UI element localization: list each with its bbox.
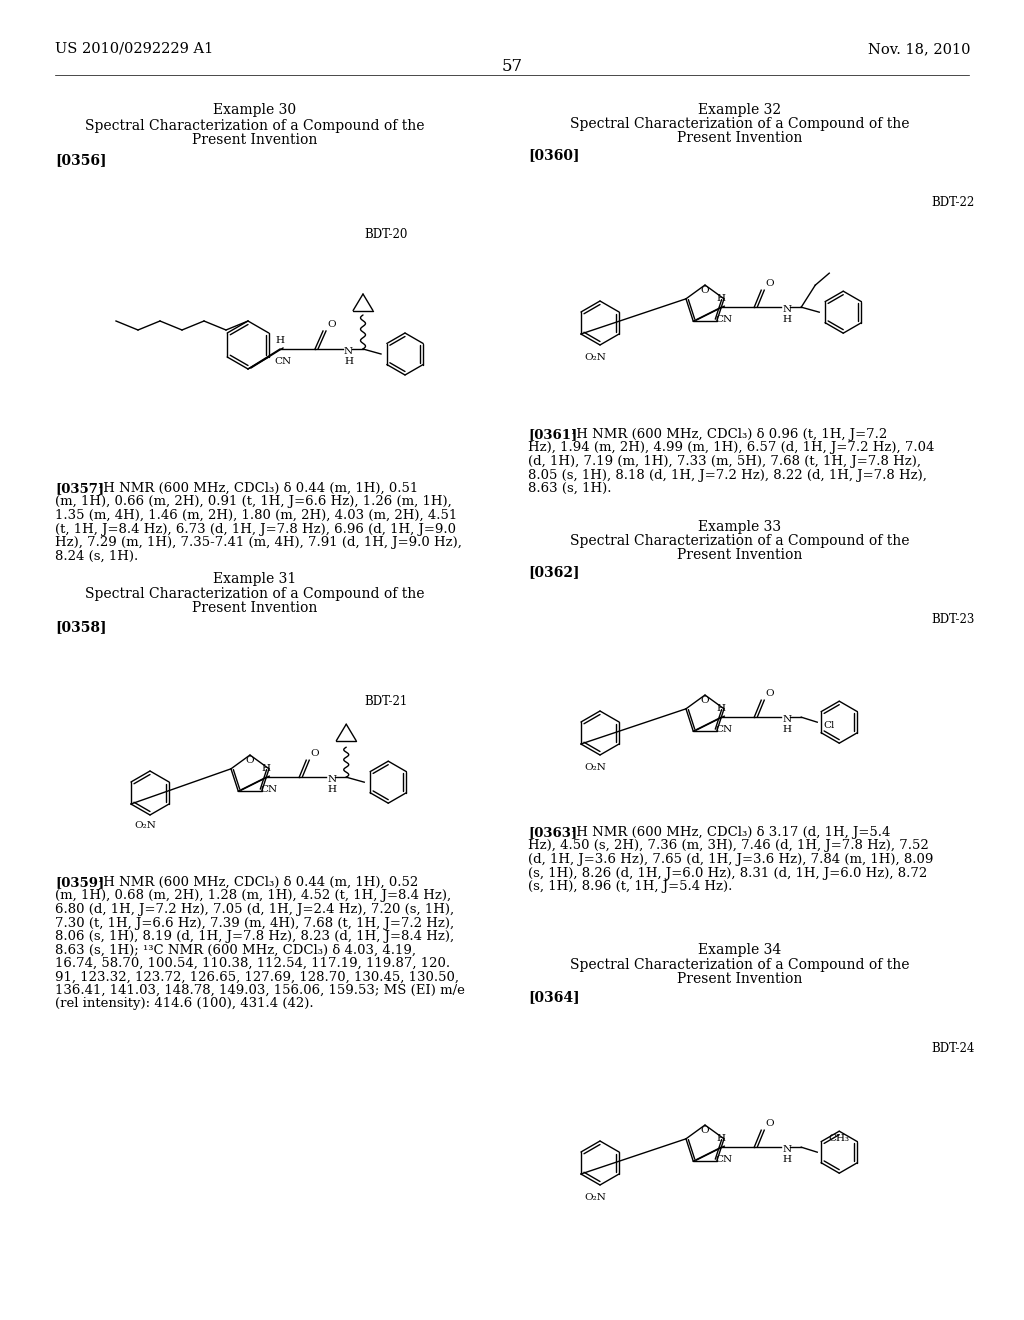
Text: Example 32: Example 32 (698, 103, 781, 117)
Text: N: N (782, 305, 792, 314)
Text: N: N (782, 1146, 792, 1154)
Text: ¹H NMR (600 MHz, CDCl₃) δ 3.17 (d, 1H, J=5.4: ¹H NMR (600 MHz, CDCl₃) δ 3.17 (d, 1H, J… (571, 826, 891, 840)
Text: O: O (327, 319, 336, 329)
Text: O: O (700, 286, 710, 294)
Text: 6.80 (d, 1H, J=7.2 Hz), 7.05 (d, 1H, J=2.4 Hz), 7.20 (s, 1H),: 6.80 (d, 1H, J=7.2 Hz), 7.05 (d, 1H, J=2… (55, 903, 454, 916)
Text: Hz), 1.94 (m, 2H), 4.99 (m, 1H), 6.57 (d, 1H, J=7.2 Hz), 7.04: Hz), 1.94 (m, 2H), 4.99 (m, 1H), 6.57 (d… (528, 441, 934, 454)
Text: H: H (782, 725, 792, 734)
Text: H: H (782, 1155, 792, 1164)
Text: BDT-23: BDT-23 (932, 612, 975, 626)
Text: Spectral Characterization of a Compound of the: Spectral Characterization of a Compound … (85, 119, 425, 133)
Text: 8.05 (s, 1H), 8.18 (d, 1H, J=7.2 Hz), 8.22 (d, 1H, J=7.8 Hz),: 8.05 (s, 1H), 8.18 (d, 1H, J=7.2 Hz), 8.… (528, 469, 927, 482)
Text: 8.06 (s, 1H), 8.19 (d, 1H, J=7.8 Hz), 8.23 (d, 1H, J=8.4 Hz),: 8.06 (s, 1H), 8.19 (d, 1H, J=7.8 Hz), 8.… (55, 931, 454, 942)
Text: ¹H NMR (600 MHz, CDCl₃) δ 0.96 (t, 1H, J=7.2: ¹H NMR (600 MHz, CDCl₃) δ 0.96 (t, 1H, J… (571, 428, 887, 441)
Text: CN: CN (274, 356, 292, 366)
Text: O₂N: O₂N (584, 1193, 606, 1203)
Text: BDT-24: BDT-24 (932, 1041, 975, 1055)
Text: 91, 123.32, 123.72, 126.65, 127.69, 128.70, 130.45, 130.50,: 91, 123.32, 123.72, 126.65, 127.69, 128.… (55, 970, 459, 983)
Text: Present Invention: Present Invention (193, 133, 317, 147)
Text: Example 31: Example 31 (213, 572, 297, 586)
Text: BDT-20: BDT-20 (365, 228, 408, 242)
Text: H: H (275, 337, 285, 345)
Text: H: H (717, 294, 726, 304)
Text: Present Invention: Present Invention (677, 972, 803, 986)
Text: Spectral Characterization of a Compound of the: Spectral Characterization of a Compound … (570, 535, 909, 548)
Text: O₂N: O₂N (134, 821, 156, 830)
Text: Nov. 18, 2010: Nov. 18, 2010 (867, 42, 970, 55)
Text: Hz), 7.29 (m, 1H), 7.35-7.41 (m, 4H), 7.91 (d, 1H, J=9.0 Hz),: Hz), 7.29 (m, 1H), 7.35-7.41 (m, 4H), 7.… (55, 536, 462, 549)
Text: H: H (262, 764, 270, 774)
Text: O: O (765, 1119, 774, 1129)
Text: Spectral Characterization of a Compound of the: Spectral Characterization of a Compound … (85, 587, 425, 601)
Text: (d, 1H, J=3.6 Hz), 7.65 (d, 1H, J=3.6 Hz), 7.84 (m, 1H), 8.09: (d, 1H, J=3.6 Hz), 7.65 (d, 1H, J=3.6 Hz… (528, 853, 933, 866)
Text: Present Invention: Present Invention (677, 131, 803, 145)
Text: 7.30 (t, 1H, J=6.6 Hz), 7.39 (m, 4H), 7.68 (t, 1H, J=7.2 Hz),: 7.30 (t, 1H, J=6.6 Hz), 7.39 (m, 4H), 7.… (55, 916, 454, 929)
Text: (rel intensity): 414.6 (100), 431.4 (42).: (rel intensity): 414.6 (100), 431.4 (42)… (55, 998, 313, 1011)
Text: Cl: Cl (823, 721, 835, 730)
Text: [0357]: [0357] (55, 482, 104, 495)
Text: H: H (717, 704, 726, 713)
Text: CN: CN (716, 725, 733, 734)
Text: BDT-22: BDT-22 (932, 195, 975, 209)
Text: [0359]: [0359] (55, 876, 104, 888)
Text: [0363]: [0363] (528, 826, 578, 840)
Text: [0361]: [0361] (528, 428, 578, 441)
Text: O₂N: O₂N (584, 352, 606, 362)
Text: (m, 1H), 0.68 (m, 2H), 1.28 (m, 1H), 4.52 (t, 1H, J=8.4 Hz),: (m, 1H), 0.68 (m, 2H), 1.28 (m, 1H), 4.5… (55, 890, 452, 903)
Text: US 2010/0292229 A1: US 2010/0292229 A1 (55, 42, 213, 55)
Text: (m, 1H), 0.66 (m, 2H), 0.91 (t, 1H, J=6.6 Hz), 1.26 (m, 1H),: (m, 1H), 0.66 (m, 2H), 0.91 (t, 1H, J=6.… (55, 495, 452, 508)
Text: (s, 1H), 8.96 (t, 1H, J=5.4 Hz).: (s, 1H), 8.96 (t, 1H, J=5.4 Hz). (528, 880, 732, 894)
Text: Present Invention: Present Invention (193, 601, 317, 615)
Text: 1.35 (m, 4H), 1.46 (m, 2H), 1.80 (m, 2H), 4.03 (m, 2H), 4.51: 1.35 (m, 4H), 1.46 (m, 2H), 1.80 (m, 2H)… (55, 510, 458, 521)
Text: N: N (328, 775, 336, 784)
Text: Spectral Characterization of a Compound of the: Spectral Characterization of a Compound … (570, 958, 909, 972)
Text: N: N (344, 347, 353, 356)
Text: Hz), 4.50 (s, 2H), 7.36 (m, 3H), 7.46 (d, 1H, J=7.8 Hz), 7.52: Hz), 4.50 (s, 2H), 7.36 (m, 3H), 7.46 (d… (528, 840, 929, 853)
Text: BDT-21: BDT-21 (365, 696, 408, 708)
Text: Present Invention: Present Invention (677, 548, 803, 562)
Text: H: H (328, 785, 336, 795)
Text: O: O (246, 756, 254, 766)
Text: ¹H NMR (600 MHz, CDCl₃) δ 0.44 (m, 1H), 0.52: ¹H NMR (600 MHz, CDCl₃) δ 0.44 (m, 1H), … (98, 876, 418, 888)
Text: Spectral Characterization of a Compound of the: Spectral Characterization of a Compound … (570, 117, 909, 131)
Text: Example 30: Example 30 (213, 103, 297, 117)
Text: [0356]: [0356] (55, 153, 106, 168)
Text: (s, 1H), 8.26 (d, 1H, J=6.0 Hz), 8.31 (d, 1H, J=6.0 Hz), 8.72: (s, 1H), 8.26 (d, 1H, J=6.0 Hz), 8.31 (d… (528, 866, 928, 879)
Text: O₂N: O₂N (584, 763, 606, 772)
Text: [0362]: [0362] (528, 565, 580, 579)
Text: [0360]: [0360] (528, 148, 580, 162)
Text: H: H (717, 1134, 726, 1143)
Text: ¹H NMR (600 MHz, CDCl₃) δ 0.44 (m, 1H), 0.51: ¹H NMR (600 MHz, CDCl₃) δ 0.44 (m, 1H), … (98, 482, 418, 495)
Text: (d, 1H), 7.19 (m, 1H), 7.33 (m, 5H), 7.68 (t, 1H, J=7.8 Hz),: (d, 1H), 7.19 (m, 1H), 7.33 (m, 5H), 7.6… (528, 455, 921, 469)
Text: 16.74, 58.70, 100.54, 110.38, 112.54, 117.19, 119.87, 120.: 16.74, 58.70, 100.54, 110.38, 112.54, 11… (55, 957, 451, 970)
Text: CN: CN (716, 1155, 733, 1164)
Text: H: H (782, 315, 792, 325)
Text: O: O (765, 689, 774, 698)
Text: 8.24 (s, 1H).: 8.24 (s, 1H). (55, 549, 138, 562)
Text: (t, 1H, J=8.4 Hz), 6.73 (d, 1H, J=7.8 Hz), 6.96 (d, 1H, J=9.0: (t, 1H, J=8.4 Hz), 6.73 (d, 1H, J=7.8 Hz… (55, 523, 456, 536)
Text: [0358]: [0358] (55, 620, 106, 634)
Text: N: N (782, 715, 792, 725)
Text: 57: 57 (502, 58, 522, 75)
Text: O: O (700, 696, 710, 705)
Text: 136.41, 141.03, 148.78, 149.03, 156.06, 159.53; MS (EI) m/e: 136.41, 141.03, 148.78, 149.03, 156.06, … (55, 983, 465, 997)
Text: H: H (344, 356, 353, 366)
Text: CN: CN (716, 315, 733, 325)
Text: 8.63 (s, 1H).: 8.63 (s, 1H). (528, 482, 611, 495)
Text: O: O (310, 750, 318, 758)
Text: [0364]: [0364] (528, 990, 580, 1005)
Text: CN: CN (261, 785, 278, 795)
Text: Example 33: Example 33 (698, 520, 781, 535)
Text: O: O (765, 280, 774, 288)
Text: CH₃: CH₃ (828, 1134, 850, 1143)
Text: Example 34: Example 34 (698, 942, 781, 957)
Text: 8.63 (s, 1H); ¹³C NMR (600 MHz, CDCl₃) δ 4.03, 4.19,: 8.63 (s, 1H); ¹³C NMR (600 MHz, CDCl₃) δ… (55, 944, 416, 957)
Text: O: O (700, 1126, 710, 1135)
